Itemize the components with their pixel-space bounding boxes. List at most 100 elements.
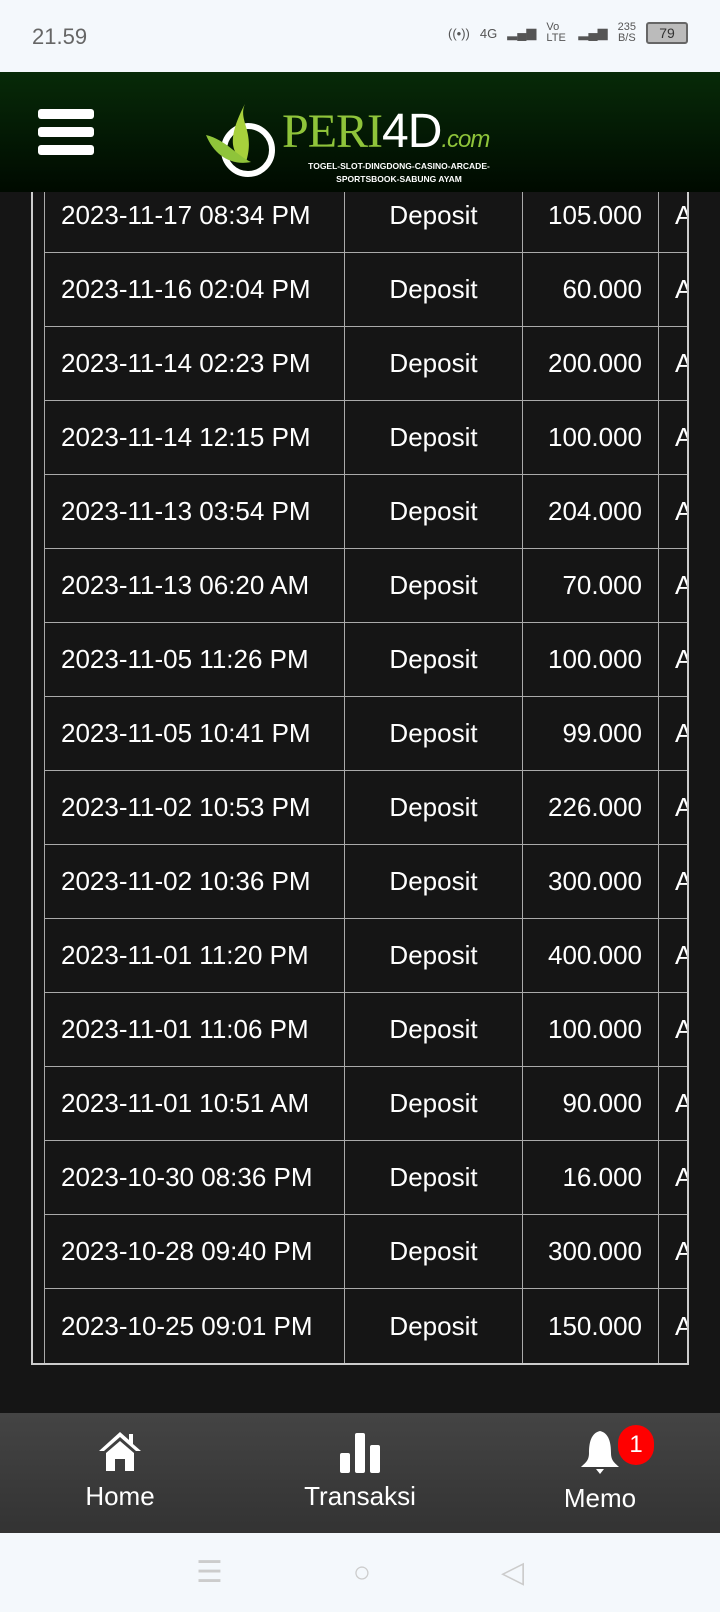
transaction-amount: 100.000 [523, 401, 659, 474]
transaction-date: 2023-11-02 10:53 PM [45, 771, 345, 844]
transaction-type: Deposit [345, 549, 523, 622]
logo-accent: 4D [382, 105, 442, 158]
bell-icon [581, 1431, 619, 1474]
transaction-status: A [675, 792, 687, 822]
table-row: 2023-11-02 10:53 PM Deposit 226.000 A [44, 771, 687, 845]
transaction-status: A [675, 718, 687, 748]
nav-memo[interactable]: 1 Memo [480, 1413, 720, 1533]
transaction-date: 2023-11-13 03:54 PM [45, 475, 345, 548]
transaction-type: Deposit [345, 919, 523, 992]
nav-home[interactable]: Home [0, 1413, 240, 1533]
transaction-type: Deposit [345, 1289, 523, 1363]
transaction-type: Deposit [345, 993, 523, 1066]
transaction-amount: 400.000 [523, 919, 659, 992]
transaction-date: 2023-11-17 08:34 PM [45, 179, 345, 252]
bar-chart-icon [340, 1433, 380, 1473]
transaction-amount: 204.000 [523, 475, 659, 548]
transaction-table: 2023-11-17 08:34 PM Deposit 105.000 A 2023-1… [31, 179, 689, 1365]
transaction-status: A [675, 200, 687, 230]
transaction-type: Deposit [345, 1215, 523, 1288]
transaction-date: 2023-11-02 10:36 PM [45, 845, 345, 918]
volte-label: Vo LTE [546, 21, 566, 44]
transaction-date: 2023-11-13 06:20 AM [45, 549, 345, 622]
menu-icon[interactable]: ☰ [195, 1556, 223, 1589]
transaction-amount: 99.000 [523, 697, 659, 770]
transaction-status: A [675, 1310, 687, 1341]
menu-icon[interactable] [38, 109, 94, 155]
transaction-amount: 200.000 [523, 327, 659, 400]
transaction-date: 2023-11-01 11:20 PM [45, 919, 345, 992]
transaction-status: A [675, 570, 687, 600]
logo-suffix: .com [441, 126, 490, 153]
home-circle-icon[interactable]: ○ [352, 1555, 371, 1589]
signal-icon: ▂▄▆ [578, 25, 608, 40]
transaction-status: A [675, 1162, 687, 1192]
transaction-amount: 300.000 [523, 1215, 659, 1288]
transaction-amount: 16.000 [523, 1141, 659, 1214]
table-row: 2023-11-13 06:20 AM Deposit 70.000 A [44, 549, 687, 623]
logo-flame-icon [206, 102, 275, 177]
transaction-type: Deposit [345, 327, 523, 400]
table-row: 2023-10-28 09:40 PM Deposit 300.000 A [44, 1215, 687, 1289]
table-row: 2023-11-05 11:26 PM Deposit 100.000 A [44, 623, 687, 697]
transaction-status: A [675, 274, 687, 304]
transaction-type: Deposit [345, 697, 523, 770]
transaction-type: Deposit [345, 1141, 523, 1214]
transaction-date: 2023-11-14 02:23 PM [45, 327, 345, 400]
bottom-nav: Home Transaksi 1 Memo [0, 1413, 720, 1533]
network-type: 4G [479, 25, 498, 41]
transaction-status: A [675, 1088, 687, 1118]
transaction-status: A [675, 422, 687, 452]
battery-icon: 79 [646, 22, 688, 44]
transaction-type: Deposit [345, 475, 523, 548]
clock: 21.59 [32, 24, 88, 49]
table-row: 2023-11-17 08:34 PM Deposit 105.000 A [44, 179, 687, 253]
back-icon[interactable]: ◁ [500, 1556, 525, 1589]
table-row: 2023-11-05 10:41 PM Deposit 99.000 A [44, 697, 687, 771]
nav-home-label: Home [85, 1481, 155, 1511]
transaction-status: A [675, 940, 687, 970]
transaction-type: Deposit [345, 179, 523, 252]
table-row: 2023-10-25 09:01 PM Deposit 150.000 A [44, 1289, 687, 1363]
table-row: 2023-10-30 08:36 PM Deposit 16.000 A [44, 1141, 687, 1215]
table-row: 2023-11-16 02:04 PM Deposit 60.000 A [44, 253, 687, 327]
logo-tagline: TOGEL-SLOT-DINGDONG-CASINO-ARCADE-SPORTS… [308, 161, 490, 184]
transaction-status: A [675, 866, 687, 896]
transaction-date: 2023-11-14 12:15 PM [45, 401, 345, 474]
transaction-type: Deposit [345, 401, 523, 474]
transaction-amount: 300.000 [523, 845, 659, 918]
transaction-date: 2023-10-30 08:36 PM [45, 1141, 345, 1214]
hotspot-icon: ((•)) [447, 25, 470, 41]
table-row: 2023-11-01 11:06 PM Deposit 100.000 A [44, 993, 687, 1067]
transaction-status: A [675, 1236, 687, 1266]
transaction-type: Deposit [345, 1067, 523, 1140]
transaction-date: 2023-11-05 11:26 PM [45, 623, 345, 696]
memo-badge: 1 [618, 1425, 654, 1465]
signal-icon: ▂▄▆ [507, 25, 537, 40]
transaction-date: 2023-10-28 09:40 PM [45, 1215, 345, 1288]
nav-transaksi[interactable]: Transaksi [240, 1413, 480, 1533]
table-row: 2023-11-02 10:36 PM Deposit 300.000 A [44, 845, 687, 919]
transaction-type: Deposit [345, 253, 523, 326]
nav-transaksi-label: Transaksi [304, 1481, 416, 1511]
transaction-type: Deposit [345, 623, 523, 696]
transaction-date: 2023-11-05 10:41 PM [45, 697, 345, 770]
transaction-amount: 150.000 [523, 1289, 659, 1363]
status-bar: 21.59 ((•)) 4G ▂▄▆ Vo LTE ▂▄▆ 235 B/S 79 [0, 0, 720, 72]
transaction-date: 2023-11-01 11:06 PM [45, 993, 345, 1066]
transaction-status: A [675, 1014, 687, 1044]
app-header: PERI4D.com TOGEL-SLOT-DINGDONG-CASINO-AR… [0, 72, 720, 192]
transaction-amount: 60.000 [523, 253, 659, 326]
table-row: 2023-11-14 12:15 PM Deposit 100.000 A [44, 401, 687, 475]
home-icon [99, 1432, 141, 1471]
logo[interactable]: PERI4D.com TOGEL-SLOT-DINGDONG-CASINO-AR… [206, 100, 516, 184]
transaction-type: Deposit [345, 845, 523, 918]
transaction-status: A [675, 644, 687, 674]
battery-level: 79 [659, 25, 675, 41]
system-nav-bar: ☰ ○ ◁ [0, 1533, 720, 1612]
transaction-date: 2023-11-01 10:51 AM [45, 1067, 345, 1140]
table-row: 2023-11-01 10:51 AM Deposit 90.000 A [44, 1067, 687, 1141]
transaction-status: A [675, 496, 687, 526]
transaction-amount: 70.000 [523, 549, 659, 622]
transaction-amount: 100.000 [523, 993, 659, 1066]
